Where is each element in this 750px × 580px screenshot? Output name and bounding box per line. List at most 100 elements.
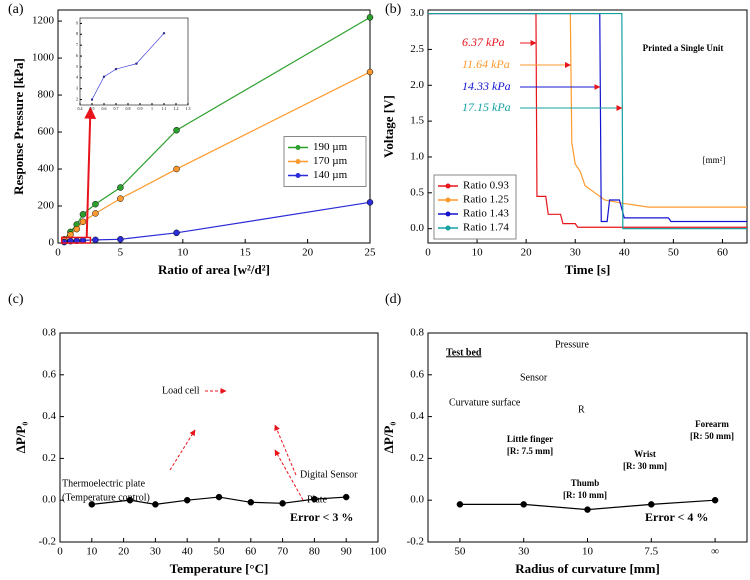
y-tick-label: 0.2 [410, 452, 424, 464]
data-point [79, 211, 87, 218]
x-tick-label: 20 [521, 247, 533, 259]
annotation: Digital Sensor [300, 469, 358, 480]
data-point [92, 236, 99, 244]
x-tick-label: 0.5 [90, 106, 95, 111]
y-tick-label: 1200 [32, 15, 55, 27]
x-tick-label: 40 [182, 546, 194, 558]
y-tick-label: 0.2 [42, 452, 56, 464]
x-tick-label: 10 [177, 247, 189, 259]
annotation: [R: 50 mm] [690, 431, 734, 441]
data-point [173, 126, 180, 134]
data-point [92, 210, 99, 217]
annotation: 2.15 [645, 64, 661, 74]
data-point [366, 199, 374, 206]
y-tick-label: 0.8 [410, 327, 424, 339]
data-point [117, 236, 124, 243]
x-tick-label: 20 [302, 247, 314, 259]
y-axis-label: ΔP/P₀ [381, 422, 396, 454]
x-tick-label: 5 [118, 247, 124, 259]
y-axis-label: ΔP/P₀ [13, 422, 28, 454]
legend-label: Ratio 0.93 [463, 180, 509, 192]
x-tick-label: 0 [57, 546, 63, 558]
x-tick-label: 1.1 [162, 106, 167, 111]
callout [169, 429, 196, 471]
y-tick-label: 800 [38, 89, 55, 101]
annotation: Error < 3 % [290, 510, 353, 524]
x-tick-label: 40 [619, 247, 631, 259]
annotation: [R: 10 mm] [563, 490, 607, 500]
annotation: 1.4 [700, 64, 712, 74]
callout [274, 424, 297, 476]
y-tick-label: -0.2 [407, 536, 424, 548]
legend-label: 170 µm [313, 155, 348, 167]
series-line [428, 12, 747, 208]
annotation: Printed a Single Unit [643, 43, 724, 53]
legend-marker [445, 197, 451, 203]
x-tick-label: 0.6 [102, 106, 107, 111]
data-point [102, 75, 106, 78]
legend-label: Ratio 1.43 [463, 208, 509, 220]
y-tick-label: 200 [38, 200, 55, 212]
x-tick-label: 1.3 [186, 106, 191, 111]
data-point [311, 495, 318, 503]
x-axis-label: Ratio of area [w²/d²] [158, 262, 270, 277]
data-point [117, 195, 124, 202]
legend-marker [445, 211, 451, 217]
y-tick-label: -0.2 [39, 536, 56, 548]
data-point [711, 496, 719, 504]
annotation: Wrist [634, 449, 656, 459]
y-tick-label: 0.4 [410, 410, 424, 422]
annotation: [R: 7.5 mm] [507, 446, 553, 456]
data-point [88, 501, 96, 508]
x-tick-label: 0.4 [78, 106, 83, 111]
x-tick-label: 1.2 [174, 106, 179, 111]
y-tick-label: 9 [76, 20, 78, 25]
y-tick-label: 0.8 [42, 327, 56, 339]
data-point [215, 493, 223, 501]
y-axis-label: Response Pressure [kPa] [11, 58, 26, 195]
y-tick-label: 1000 [32, 52, 55, 64]
series-line [428, 12, 747, 230]
y-tick-label: 400 [38, 163, 55, 175]
zoom-arrow [84, 106, 97, 238]
x-tick-label: 0.7 [114, 106, 119, 111]
x-tick-label: 0 [425, 247, 431, 259]
y-tick-label: 0.6 [410, 368, 424, 380]
y-tick-label: 1.5 [410, 115, 424, 127]
legend-marker [295, 145, 301, 150]
panel-label: (c) [8, 292, 24, 307]
annotation: Load cell [162, 385, 200, 396]
y-tick-label: 4 [76, 75, 78, 80]
annotation: Curvature surface [449, 397, 521, 408]
x-tick-label: 7.5 [644, 546, 658, 558]
legend-label: 140 µm [313, 169, 348, 181]
annotation: Error < 4 % [645, 510, 708, 524]
y-tick-label: 0.0 [410, 222, 424, 234]
x-tick-label: 50 [668, 247, 680, 259]
y-tick-label: 1.0 [410, 151, 424, 163]
x-tick-label: ∞ [711, 546, 719, 558]
data-point [92, 200, 99, 208]
data-point [279, 500, 286, 507]
y-tick-label: 3 [76, 86, 78, 91]
y-tick-label: 2 [76, 96, 78, 101]
annotation: [mm²] [703, 155, 726, 165]
x-tick-label: 30 [570, 247, 582, 259]
y-tick-label: 6 [76, 53, 78, 58]
x-tick-label: 90 [341, 546, 353, 558]
x-tick-label: 1 [151, 106, 153, 111]
annotation: 14.33 kPa [462, 79, 511, 93]
x-tick-label: 50 [214, 546, 226, 558]
y-tick-label: 0.0 [410, 494, 424, 506]
x-tick-label: 30 [150, 546, 162, 558]
panel-label: (d) [385, 292, 402, 307]
y-tick-label: 7 [76, 42, 78, 47]
annotation: Little finger [507, 434, 553, 444]
x-tick-label: 25 [365, 247, 377, 259]
data-point [162, 32, 166, 35]
data-point [173, 229, 180, 237]
callout [274, 449, 304, 501]
x-tick-label: 100 [370, 546, 387, 558]
